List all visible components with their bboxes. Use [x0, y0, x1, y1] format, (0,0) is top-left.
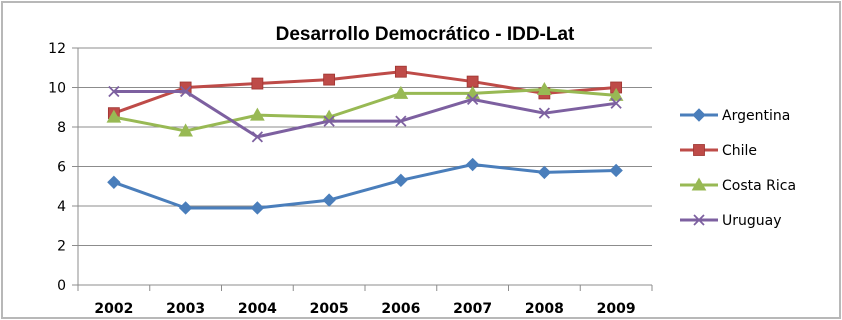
data-point-uruguay-stroke [179, 85, 192, 98]
data-point-uruguay [395, 115, 407, 127]
legend-marker-chile [693, 144, 705, 156]
series-line-costa-rica [113, 87, 617, 133]
series-group [106, 65, 624, 215]
legend-label: Costa Rica [722, 178, 796, 194]
y-tick-label: 6 [57, 160, 66, 176]
y-tick-label: 10 [48, 81, 66, 97]
data-point-argentina [250, 201, 265, 215]
x-tick-label: 2002 [94, 301, 133, 317]
x-tick-label: 2004 [238, 301, 277, 317]
data-point-uruguay-stroke [395, 115, 407, 127]
y-tick-label: 12 [48, 41, 66, 57]
legend-marker-uruguay [693, 214, 705, 226]
series-uruguay [108, 85, 622, 143]
series-line-argentina [113, 163, 617, 210]
data-point-costa-rica [106, 109, 122, 123]
data-point-uruguay [538, 107, 551, 119]
chart-title: Desarrollo Democrático - IDD-Lat [276, 24, 575, 45]
data-point-uruguay-stroke [251, 131, 264, 143]
y-tick-label: 8 [57, 120, 66, 136]
data-point-argentina [465, 157, 480, 172]
data-point-costa-rica [608, 87, 624, 101]
x-tick-label: 2008 [525, 301, 564, 317]
data-point-costa-rica [178, 123, 193, 137]
data-point-uruguay-stroke [466, 93, 479, 105]
legend-item-costa-rica: Costa Rica [680, 177, 796, 194]
gridlines [78, 47, 652, 246]
data-point-chile [394, 65, 407, 78]
data-point-uruguay-stroke [538, 107, 551, 119]
x-tick-label: 2006 [381, 301, 420, 317]
data-point-uruguay [323, 115, 335, 127]
data-point-uruguay [610, 97, 622, 109]
data-point-uruguay [108, 85, 120, 98]
legend-marker-argentina [692, 108, 706, 122]
x-tick-label: 2003 [166, 301, 205, 317]
y-tick-label: 4 [57, 199, 66, 215]
data-point-argentina [394, 173, 408, 188]
data-point-uruguay [179, 85, 192, 98]
data-point-chile [251, 77, 264, 90]
legend-item-uruguay: Uruguay [680, 213, 782, 229]
legend-marker-costa-rica [691, 177, 707, 191]
data-point-costa-rica [537, 81, 552, 95]
data-point-chile [466, 75, 479, 88]
x-tick-label: 2007 [453, 301, 492, 317]
legend: Argentina Chile Costa Rica Uruguay [680, 108, 796, 229]
data-point-uruguay-stroke [610, 97, 622, 109]
x-tick-label: 2005 [310, 301, 349, 317]
data-point-costa-rica [393, 85, 409, 99]
data-point-argentina [107, 175, 121, 190]
series-line-uruguay [113, 89, 617, 139]
legend-label: Argentina [722, 108, 790, 124]
x-tick-label: 2009 [597, 301, 636, 317]
legend-item-chile: Chile [680, 143, 757, 159]
legend-label: Uruguay [722, 213, 782, 229]
axes: 0 2 4 6 8 10 12 2002 2003 2004 2005 2006 2007 2008 200… [48, 41, 653, 317]
y-tick-label: 0 [57, 278, 66, 294]
data-point-argentina [322, 193, 336, 207]
data-point-uruguay-stroke [108, 85, 120, 98]
legend-marker-uruguay-stroke [693, 214, 705, 226]
legend-item-argentina: Argentina [680, 108, 790, 124]
data-point-chile [323, 73, 336, 86]
series-argentina [107, 157, 623, 215]
data-point-uruguay [466, 93, 479, 105]
y-tick-label: 2 [57, 239, 66, 255]
data-point-argentina [609, 163, 623, 178]
data-point-uruguay-stroke [323, 115, 335, 127]
legend-label: Chile [722, 143, 757, 159]
data-point-uruguay [251, 131, 264, 143]
data-point-argentina [537, 165, 552, 180]
data-point-costa-rica [250, 107, 265, 121]
data-point-argentina [178, 201, 193, 215]
